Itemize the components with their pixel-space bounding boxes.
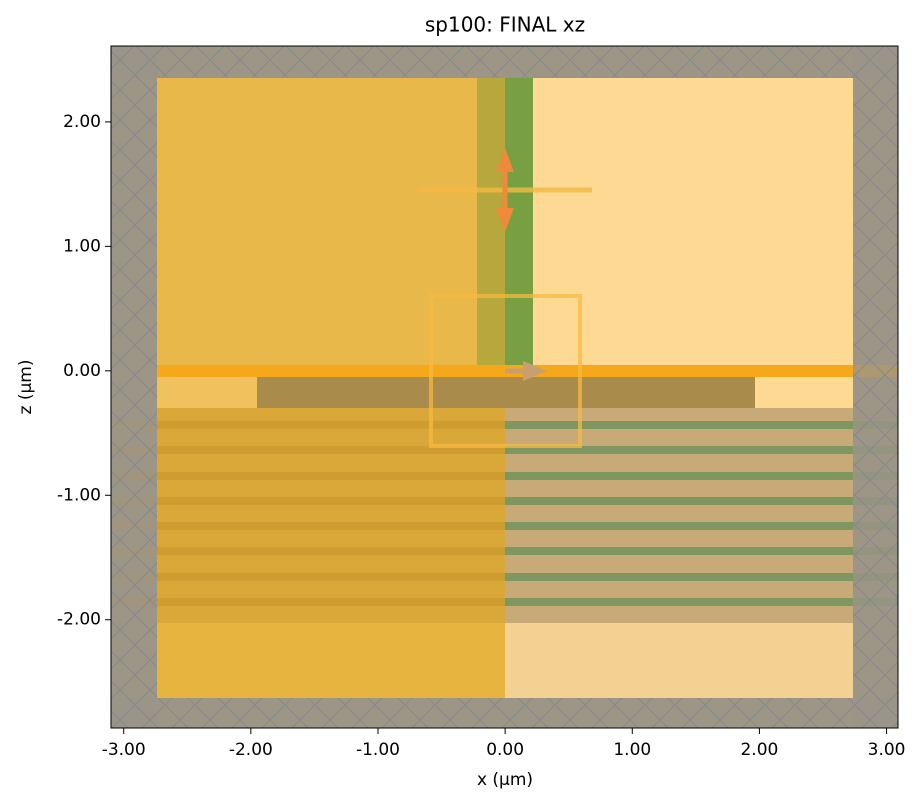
x-tick-label: 1.00	[613, 740, 651, 760]
x-tick-label: -1.00	[356, 740, 400, 760]
x-tick-label: -2.00	[229, 740, 273, 760]
chart-title: sp100: FINAL xz	[425, 13, 585, 37]
y-tick-label: 1.00	[63, 236, 101, 256]
x-tick-label: 0.00	[486, 740, 524, 760]
y-tick-label: -1.00	[57, 485, 101, 505]
y-tick-label: 2.00	[63, 112, 101, 132]
y-tick-label: -2.00	[57, 610, 101, 630]
structures	[111, 46, 898, 728]
x-tick-label: -3.00	[102, 740, 146, 760]
x-axis-label: x (µm)	[477, 770, 533, 790]
plot-frame	[110, 45, 899, 729]
y-tick-label: 0.00	[63, 361, 101, 381]
y-axis-label: z (µm)	[16, 360, 36, 415]
x-tick-label: 3.00	[868, 740, 906, 760]
x-tick-label: 2.00	[740, 740, 778, 760]
